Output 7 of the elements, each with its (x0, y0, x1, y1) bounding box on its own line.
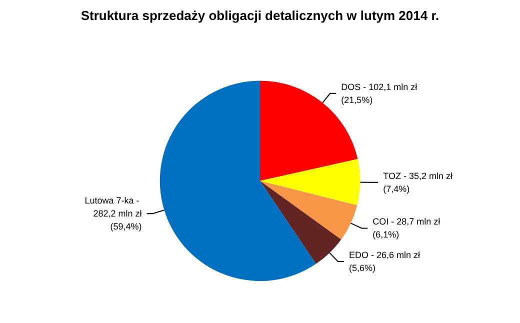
slice-label: COI - 28,7 mln zł (6,1%) (372, 216, 440, 240)
slice-label: DOS - 102,1 mln zł (21,5%) (341, 82, 418, 105)
slice-label: TOZ - 35,2 mln zł (7,4%) (383, 170, 452, 194)
slice-label: Lutowa 7-ka - (84, 196, 142, 206)
data-label: 282,2 mln zł (59,4%) (93, 208, 142, 232)
slice-label: EDO - 26,6 mln zł (5,6%) (348, 250, 420, 273)
chart-title: Struktura sprzedaży obligacji detalicznych w lutym 2014 r. (80, 8, 440, 23)
